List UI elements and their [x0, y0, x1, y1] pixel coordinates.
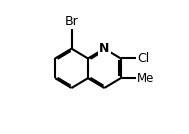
Text: Br: Br — [65, 15, 78, 28]
Text: Me: Me — [137, 72, 155, 85]
Text: N: N — [99, 42, 110, 55]
Text: Cl: Cl — [137, 52, 149, 65]
